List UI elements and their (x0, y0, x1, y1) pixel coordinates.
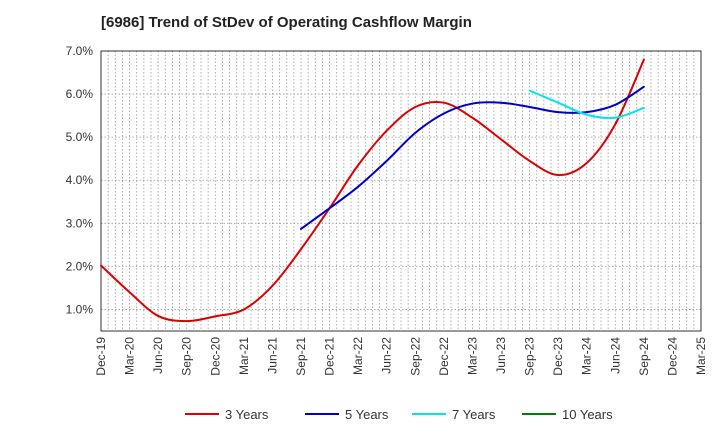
x-tick-label: Mar-22 (351, 337, 365, 375)
x-tick-label: Dec-19 (94, 337, 108, 376)
x-tick-label: Sep-23 (523, 337, 537, 376)
series-line-5-years (300, 85, 645, 230)
x-tick-label: Jun-22 (380, 337, 394, 374)
y-tick-label: 4.0% (66, 173, 94, 187)
x-tick-label: Mar-24 (580, 337, 594, 375)
x-tick-label: Dec-20 (208, 337, 222, 376)
x-tick-label: Dec-21 (323, 337, 337, 376)
y-tick-label: 3.0% (66, 216, 94, 230)
series-line-3-years (100, 58, 645, 323)
y-tick-label: 6.0% (66, 87, 94, 101)
x-tick-label: Sep-20 (180, 337, 194, 376)
x-tick-label: Mar-21 (237, 337, 251, 375)
legend: 3 Years 5 Years 7 Years 10 Years (185, 407, 613, 422)
y-tick-label: 1.0% (66, 302, 94, 316)
legend-label: 3 Years (225, 407, 269, 422)
x-tick-label: Sep-22 (408, 337, 422, 376)
x-tick-label: Sep-21 (294, 337, 308, 376)
legend-label: 7 Years (452, 407, 496, 422)
x-tick-label: Jun-24 (608, 337, 622, 374)
series-layer (100, 58, 645, 323)
x-tick-label: Dec-22 (437, 337, 451, 376)
x-tick-label: Sep-24 (637, 337, 651, 376)
x-tick-label: Mar-23 (465, 337, 479, 375)
chart-title: [6986] Trend of StDev of Operating Cashf… (101, 14, 472, 31)
x-tick-label: Mar-25 (694, 337, 708, 375)
x-tick-label: Jun-23 (494, 337, 508, 374)
axis-layer: 1.0% 2.0% 3.0% 4.0% 5.0% 6.0% 7.0% Dec-19 Mar-20… (66, 44, 708, 376)
legend-label: 10 Years (562, 407, 613, 422)
x-tick-label: Dec-24 (665, 337, 679, 376)
x-tick-label: Dec-23 (551, 337, 565, 376)
y-tick-label: 7.0% (66, 44, 94, 58)
legend-label: 5 Years (345, 407, 389, 422)
x-tick-label: Jun-21 (265, 337, 279, 374)
y-tick-label: 2.0% (66, 259, 94, 273)
plot-border (100, 50, 702, 332)
x-tick-label: Mar-20 (123, 337, 137, 375)
x-tick-label: Jun-20 (151, 337, 165, 374)
series-line-7-years (528, 89, 645, 120)
y-tick-label: 5.0% (66, 130, 94, 144)
